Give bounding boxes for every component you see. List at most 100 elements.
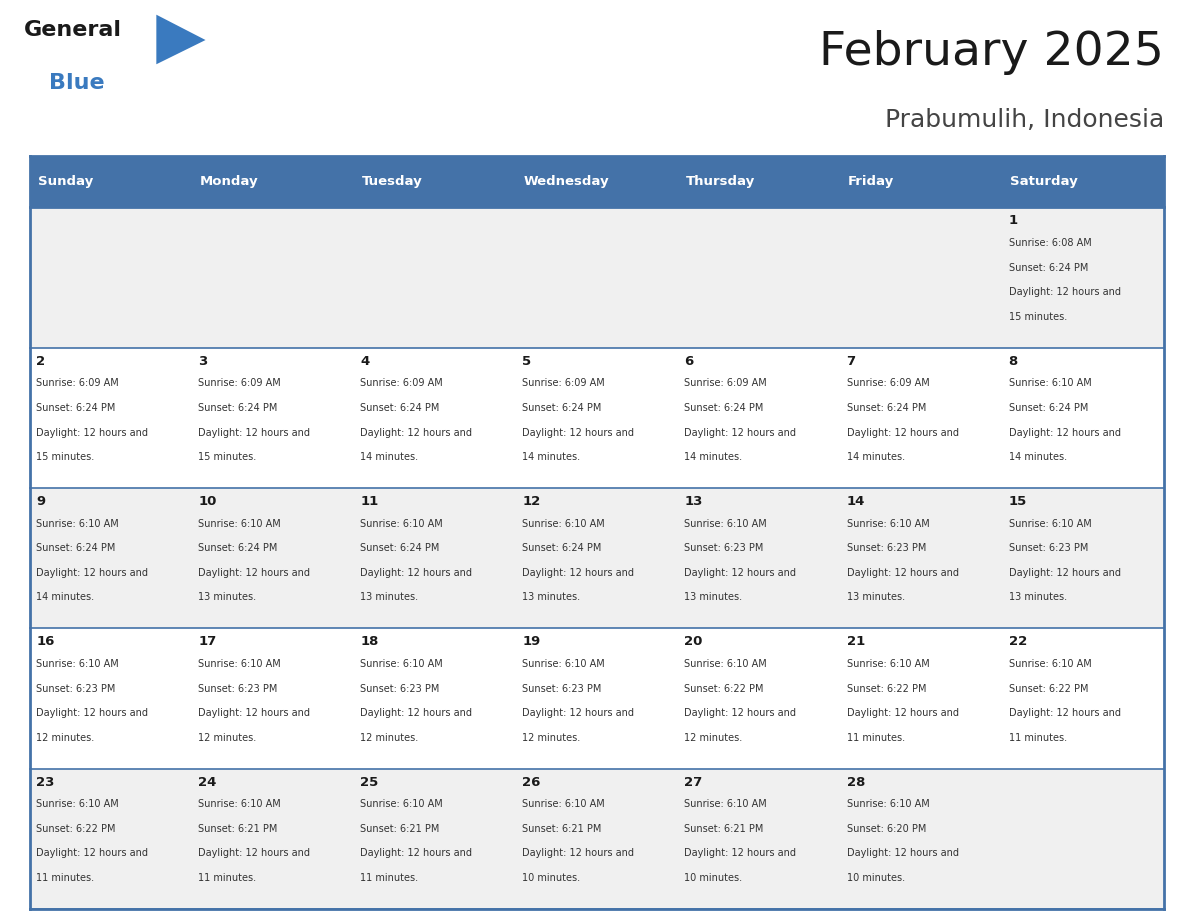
Text: Sunset: 6:24 PM: Sunset: 6:24 PM <box>1009 263 1088 273</box>
Text: 13 minutes.: 13 minutes. <box>684 592 742 602</box>
Text: Daylight: 12 hours and: Daylight: 12 hours and <box>847 568 959 577</box>
Text: 12 minutes.: 12 minutes. <box>523 733 581 743</box>
Text: 15: 15 <box>1009 495 1026 508</box>
Text: 20: 20 <box>684 635 703 648</box>
Text: Daylight: 12 hours and: Daylight: 12 hours and <box>198 708 310 718</box>
Text: Sunrise: 6:10 AM: Sunrise: 6:10 AM <box>847 519 929 529</box>
Text: 14 minutes.: 14 minutes. <box>847 452 905 462</box>
Text: Sunrise: 6:10 AM: Sunrise: 6:10 AM <box>847 800 929 810</box>
Text: Daylight: 12 hours and: Daylight: 12 hours and <box>847 428 959 438</box>
Text: Sunrise: 6:10 AM: Sunrise: 6:10 AM <box>523 800 605 810</box>
Text: Sunrise: 6:09 AM: Sunrise: 6:09 AM <box>523 378 605 388</box>
Text: 22: 22 <box>1009 635 1026 648</box>
Text: 15 minutes.: 15 minutes. <box>198 452 257 462</box>
Text: 12: 12 <box>523 495 541 508</box>
Text: Sunset: 6:24 PM: Sunset: 6:24 PM <box>360 543 440 554</box>
Polygon shape <box>157 15 206 64</box>
Text: 11 minutes.: 11 minutes. <box>360 873 418 883</box>
Text: 24: 24 <box>198 776 216 789</box>
Text: 12 minutes.: 12 minutes. <box>198 733 257 743</box>
Text: Sunset: 6:23 PM: Sunset: 6:23 PM <box>684 543 764 554</box>
Text: Daylight: 12 hours and: Daylight: 12 hours and <box>523 568 634 577</box>
Text: Sunrise: 6:10 AM: Sunrise: 6:10 AM <box>684 519 767 529</box>
Text: Daylight: 12 hours and: Daylight: 12 hours and <box>523 848 634 858</box>
Text: 1: 1 <box>1009 214 1018 228</box>
Text: Tuesday: Tuesday <box>362 175 423 188</box>
Text: Sunrise: 6:10 AM: Sunrise: 6:10 AM <box>684 800 767 810</box>
Text: 15 minutes.: 15 minutes. <box>1009 312 1067 322</box>
Text: Sunrise: 6:10 AM: Sunrise: 6:10 AM <box>360 659 443 669</box>
Text: 5: 5 <box>523 354 531 367</box>
Text: Sunrise: 6:09 AM: Sunrise: 6:09 AM <box>360 378 443 388</box>
Text: 2: 2 <box>36 354 45 367</box>
Text: Sunrise: 6:10 AM: Sunrise: 6:10 AM <box>847 659 929 669</box>
Text: Sunset: 6:21 PM: Sunset: 6:21 PM <box>360 824 440 834</box>
Text: Sunrise: 6:09 AM: Sunrise: 6:09 AM <box>684 378 767 388</box>
Text: 18: 18 <box>360 635 379 648</box>
Text: Friday: Friday <box>848 175 895 188</box>
Text: Sunrise: 6:09 AM: Sunrise: 6:09 AM <box>198 378 282 388</box>
Text: 14 minutes.: 14 minutes. <box>684 452 742 462</box>
Text: 13: 13 <box>684 495 703 508</box>
Text: Sunset: 6:24 PM: Sunset: 6:24 PM <box>198 543 278 554</box>
Text: Sunrise: 6:10 AM: Sunrise: 6:10 AM <box>198 519 282 529</box>
Text: Sunset: 6:21 PM: Sunset: 6:21 PM <box>198 824 278 834</box>
Text: Sunrise: 6:10 AM: Sunrise: 6:10 AM <box>36 519 119 529</box>
Text: 13 minutes.: 13 minutes. <box>523 592 581 602</box>
Text: Sunrise: 6:10 AM: Sunrise: 6:10 AM <box>198 659 282 669</box>
Text: 12 minutes.: 12 minutes. <box>36 733 94 743</box>
Text: Blue: Blue <box>50 73 105 93</box>
Text: Saturday: Saturday <box>1010 175 1078 188</box>
Text: Sunset: 6:22 PM: Sunset: 6:22 PM <box>1009 684 1088 694</box>
Text: Sunset: 6:23 PM: Sunset: 6:23 PM <box>360 684 440 694</box>
Text: Sunset: 6:24 PM: Sunset: 6:24 PM <box>523 543 602 554</box>
Text: Daylight: 12 hours and: Daylight: 12 hours and <box>198 568 310 577</box>
Text: Sunset: 6:24 PM: Sunset: 6:24 PM <box>360 403 440 413</box>
Text: Sunrise: 6:09 AM: Sunrise: 6:09 AM <box>36 378 119 388</box>
Text: Sunset: 6:23 PM: Sunset: 6:23 PM <box>36 684 115 694</box>
Text: Daylight: 12 hours and: Daylight: 12 hours and <box>847 708 959 718</box>
Text: Sunrise: 6:10 AM: Sunrise: 6:10 AM <box>198 800 282 810</box>
Text: Sunset: 6:23 PM: Sunset: 6:23 PM <box>523 684 602 694</box>
Text: Sunset: 6:20 PM: Sunset: 6:20 PM <box>847 824 925 834</box>
Text: Daylight: 12 hours and: Daylight: 12 hours and <box>36 568 148 577</box>
Text: 26: 26 <box>523 776 541 789</box>
Text: 11 minutes.: 11 minutes. <box>1009 733 1067 743</box>
Text: 10 minutes.: 10 minutes. <box>847 873 905 883</box>
Text: Daylight: 12 hours and: Daylight: 12 hours and <box>684 848 796 858</box>
Text: Sunrise: 6:09 AM: Sunrise: 6:09 AM <box>847 378 929 388</box>
Text: Sunset: 6:23 PM: Sunset: 6:23 PM <box>1009 543 1088 554</box>
Bar <box>30 156 1164 207</box>
Text: 14 minutes.: 14 minutes. <box>360 452 418 462</box>
Text: 11 minutes.: 11 minutes. <box>36 873 94 883</box>
Text: Sunrise: 6:10 AM: Sunrise: 6:10 AM <box>360 800 443 810</box>
Bar <box>30 487 1164 628</box>
Text: Thursday: Thursday <box>687 175 756 188</box>
Text: Sunrise: 6:10 AM: Sunrise: 6:10 AM <box>1009 519 1092 529</box>
Text: 16: 16 <box>36 635 55 648</box>
Text: General: General <box>24 20 121 40</box>
Text: 25: 25 <box>360 776 379 789</box>
Text: Sunday: Sunday <box>38 175 93 188</box>
Text: 14 minutes.: 14 minutes. <box>36 592 94 602</box>
Text: 8: 8 <box>1009 354 1018 367</box>
Text: Daylight: 12 hours and: Daylight: 12 hours and <box>684 428 796 438</box>
Text: Sunset: 6:22 PM: Sunset: 6:22 PM <box>36 824 115 834</box>
Text: Daylight: 12 hours and: Daylight: 12 hours and <box>360 848 473 858</box>
Text: Daylight: 12 hours and: Daylight: 12 hours and <box>684 708 796 718</box>
Text: 13 minutes.: 13 minutes. <box>198 592 257 602</box>
Text: 3: 3 <box>198 354 208 367</box>
Text: 10 minutes.: 10 minutes. <box>523 873 581 883</box>
Text: Sunset: 6:24 PM: Sunset: 6:24 PM <box>684 403 764 413</box>
Text: Daylight: 12 hours and: Daylight: 12 hours and <box>847 848 959 858</box>
Text: 14: 14 <box>847 495 865 508</box>
Text: 11 minutes.: 11 minutes. <box>198 873 257 883</box>
Text: Sunset: 6:24 PM: Sunset: 6:24 PM <box>198 403 278 413</box>
Text: 13 minutes.: 13 minutes. <box>360 592 418 602</box>
Text: Sunrise: 6:10 AM: Sunrise: 6:10 AM <box>1009 659 1092 669</box>
Text: Daylight: 12 hours and: Daylight: 12 hours and <box>684 568 796 577</box>
Text: 15 minutes.: 15 minutes. <box>36 452 94 462</box>
Bar <box>30 768 1164 909</box>
Text: 12 minutes.: 12 minutes. <box>360 733 418 743</box>
Text: Daylight: 12 hours and: Daylight: 12 hours and <box>360 428 473 438</box>
